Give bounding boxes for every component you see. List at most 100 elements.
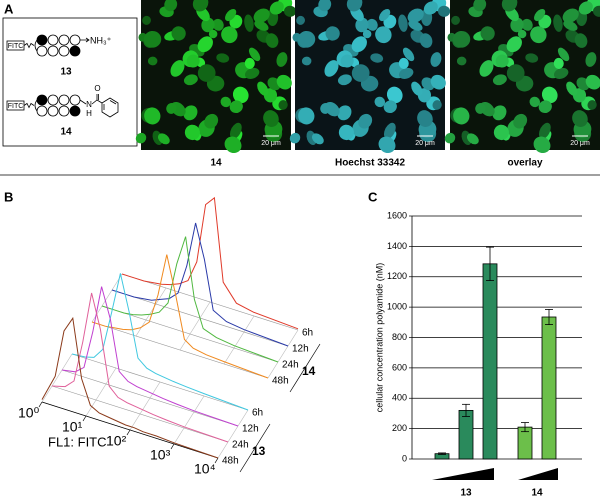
histogram-curve bbox=[111, 222, 289, 347]
y-tick-label: 800 bbox=[392, 332, 407, 342]
structure-14 bbox=[6, 94, 119, 118]
nucleus bbox=[587, 100, 597, 110]
nucleus bbox=[318, 0, 332, 12]
nucleus bbox=[473, 0, 487, 12]
nucleus bbox=[563, 20, 578, 31]
nucleus bbox=[566, 81, 578, 96]
histogram-curve bbox=[51, 292, 229, 443]
nucleus bbox=[562, 8, 579, 23]
dye-label: FITC bbox=[8, 43, 24, 50]
nucleus bbox=[244, 67, 260, 79]
nucleus bbox=[229, 122, 242, 139]
nucleus bbox=[201, 17, 215, 33]
nucleus bbox=[338, 124, 354, 141]
grid-line bbox=[179, 301, 211, 351]
nucleus bbox=[183, 74, 198, 86]
nucleus bbox=[257, 81, 269, 96]
atom-label: H bbox=[86, 109, 92, 118]
x-tick-label: 10² bbox=[106, 433, 127, 449]
nucleus bbox=[534, 9, 546, 22]
grid-line bbox=[173, 395, 205, 445]
nucleus bbox=[144, 107, 161, 125]
series-label: 6h bbox=[302, 328, 313, 339]
nucleus bbox=[383, 100, 397, 114]
image-caption: 14 bbox=[210, 158, 222, 169]
grid-line bbox=[267, 329, 299, 379]
nucleus bbox=[417, 110, 433, 127]
series-label: 6h bbox=[252, 408, 263, 419]
error-bar bbox=[486, 246, 494, 281]
nucleus bbox=[166, 103, 177, 114]
nucleus bbox=[375, 26, 392, 44]
nucleus bbox=[374, 96, 386, 108]
series-label: 12h bbox=[242, 424, 259, 435]
nucleus bbox=[324, 60, 339, 77]
nucleus bbox=[225, 9, 237, 22]
grid-line bbox=[135, 287, 167, 337]
nucleus bbox=[325, 26, 340, 41]
nucleus bbox=[244, 57, 255, 69]
nucleus bbox=[269, 1, 284, 15]
nucleus bbox=[311, 133, 324, 145]
bar bbox=[541, 316, 557, 460]
nucleus bbox=[320, 103, 331, 114]
nucleus bbox=[492, 74, 507, 86]
nucleus bbox=[453, 107, 470, 125]
y-tick-label: 0 bbox=[402, 453, 407, 463]
image-caption: overlay bbox=[507, 158, 542, 169]
nucleus bbox=[224, 136, 242, 154]
x-tick-label: 10³ bbox=[150, 447, 171, 463]
nucleus bbox=[147, 56, 158, 66]
nucleus bbox=[289, 132, 301, 144]
nucleus bbox=[366, 18, 378, 31]
nucleus bbox=[212, 18, 224, 31]
nucleus bbox=[362, 29, 372, 39]
baseline bbox=[71, 353, 249, 411]
nucleus bbox=[506, 64, 525, 82]
nucleus bbox=[408, 20, 423, 31]
nucleus bbox=[192, 0, 209, 12]
bar-panel: 0 200 400 600 800 1000 1200 1400 1600 cellular co… bbox=[374, 210, 582, 499]
nucleus bbox=[378, 136, 396, 154]
nucleus bbox=[510, 17, 524, 33]
scale-bar-label: 20 μm bbox=[261, 140, 281, 147]
nucleus bbox=[208, 29, 218, 39]
bar bbox=[482, 263, 498, 460]
baseline bbox=[101, 305, 279, 363]
nucleus bbox=[423, 1, 438, 15]
series-label: 48h bbox=[272, 376, 289, 387]
nucleus bbox=[480, 26, 495, 41]
nucleus bbox=[276, 52, 288, 67]
y-tick-label: 1600 bbox=[387, 210, 407, 220]
nucleus bbox=[248, 47, 261, 62]
group-label: 13 bbox=[252, 444, 266, 458]
nucleus bbox=[337, 74, 352, 86]
nucleus bbox=[585, 52, 597, 67]
nucleus bbox=[398, 14, 408, 32]
nucleus bbox=[370, 53, 384, 63]
nucleus bbox=[346, 0, 363, 12]
dye-label: FITC bbox=[8, 103, 24, 110]
panel-label: B bbox=[4, 189, 13, 204]
y-tick-label: 1400 bbox=[387, 241, 407, 251]
nucleus bbox=[432, 100, 442, 110]
nucleus bbox=[492, 105, 507, 121]
nucleus bbox=[557, 47, 570, 62]
histogram-curve bbox=[71, 273, 249, 411]
x-tick bbox=[38, 401, 43, 408]
nucleus bbox=[254, 20, 269, 31]
nucleus bbox=[456, 56, 467, 66]
nucleus bbox=[253, 8, 270, 23]
nucleus bbox=[337, 105, 352, 121]
series-label: 12h bbox=[292, 344, 309, 355]
nucleus bbox=[430, 52, 442, 67]
error-bar bbox=[545, 309, 553, 325]
error-bar bbox=[438, 452, 446, 455]
nucleus bbox=[216, 53, 230, 63]
structure-13 bbox=[6, 34, 90, 57]
nucleus bbox=[276, 74, 292, 90]
nucleus bbox=[553, 14, 563, 32]
nucleus bbox=[296, 15, 305, 25]
nucleus bbox=[495, 54, 509, 68]
